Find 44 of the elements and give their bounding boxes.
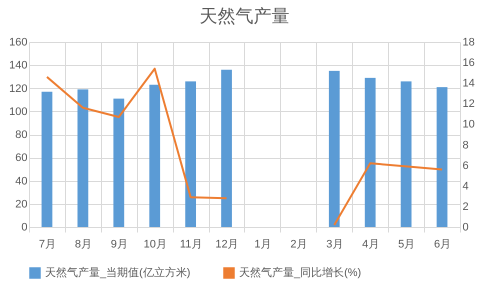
y-tick-label: 120 <box>9 82 28 95</box>
y2-tick-label: 4 <box>462 180 469 192</box>
x-tick-label: 7月 <box>38 238 56 250</box>
x-tick-label: 3月 <box>326 238 344 250</box>
x-tick-label: 1月 <box>254 238 272 250</box>
bar <box>364 78 376 227</box>
bar <box>221 70 232 227</box>
x-tick-label: 6月 <box>434 238 452 250</box>
bar <box>42 92 52 227</box>
bar <box>185 81 196 227</box>
y-tick-label: 80 <box>15 129 28 141</box>
bar <box>328 70 340 227</box>
bar <box>77 89 88 227</box>
y2-tick-label: 16 <box>462 57 475 70</box>
y-tick-label: 160 <box>9 36 28 48</box>
x-tick-label: 11月 <box>180 238 202 250</box>
x-tick-label: 8月 <box>74 238 92 250</box>
chart-title: 天然气产量 <box>200 6 290 26</box>
y2-tick-label: 18 <box>462 36 475 48</box>
y2-tick-label: 10 <box>462 118 475 131</box>
y2-tick-label: 0 <box>462 222 469 234</box>
y2-tick-label: 12 <box>462 98 475 110</box>
y-tick-label: 140 <box>9 60 28 72</box>
y2-tick-label: 14 <box>462 78 475 90</box>
y-tick-label: 20 <box>15 198 28 210</box>
y2-tick-label: 2 <box>462 200 469 213</box>
y-tick-label: 100 <box>9 106 28 118</box>
x-tick-label: 4月 <box>362 238 380 250</box>
x-tick-label: 5月 <box>398 238 416 250</box>
y-tick-label: 60 <box>15 152 28 164</box>
bar <box>113 98 124 227</box>
bar <box>436 87 448 227</box>
y2-tick-label: 6 <box>462 160 469 172</box>
y2-tick-label: 8 <box>462 139 469 152</box>
y-tick-label: 40 <box>15 175 28 188</box>
x-tick-label: 2月 <box>290 238 308 250</box>
x-tick-label: 10月 <box>144 238 167 250</box>
x-tick-label: 9月 <box>110 238 128 250</box>
x-tick-label: 12月 <box>215 238 239 250</box>
legend-label: 天然气产量_同比增长(%) <box>239 266 362 279</box>
legend-label: 天然气产量_当期值(亿立方米) <box>45 266 190 279</box>
bar <box>149 84 160 227</box>
y-tick-label: 0 <box>21 222 28 234</box>
bar <box>400 81 412 227</box>
